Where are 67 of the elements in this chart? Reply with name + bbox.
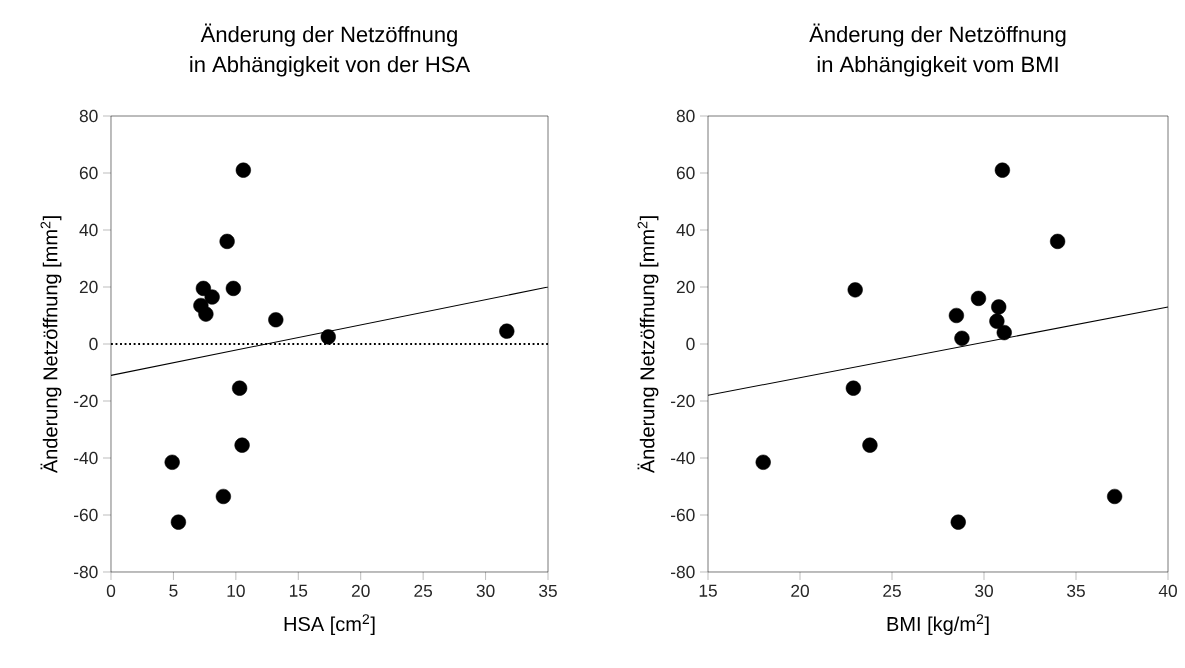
point [948,307,965,324]
y-tick-label: -20 [671,394,695,408]
y-tick-label: -40 [74,451,98,465]
point [1107,488,1123,505]
point [991,299,1007,315]
point [170,514,187,530]
point [996,325,1012,341]
y-tick-label: -40 [671,451,695,465]
point [164,454,180,470]
x-tick-label: 15 [699,584,717,597]
point [268,312,284,328]
y-tick-label: 40 [79,223,98,237]
y-tick-label: -80 [74,565,98,579]
chart-title: Änderung der Netzöffnung [809,23,1066,47]
point [845,380,861,396]
point [235,162,251,178]
point [232,380,248,396]
y-tick-label: -80 [671,565,695,579]
point [970,290,987,306]
x-tick-label: 35 [1067,584,1085,597]
point [499,323,515,339]
x-tick-label: 35 [539,584,557,597]
point [950,514,966,530]
y-tick-label: 0 [89,337,98,351]
y-tick-label: 80 [676,109,695,123]
x-tick-label: 15 [289,584,308,597]
x-tick-label: 5 [169,584,178,597]
y-tick-label: 20 [79,280,98,294]
point [225,280,241,297]
y-tick-label: 60 [676,166,695,180]
point [320,329,336,345]
x-tick-label: 20 [791,584,809,597]
point [989,313,1005,329]
y-tick-label: -60 [671,508,695,522]
x-tick-label: 25 [883,584,901,597]
point [198,306,214,322]
y-tick-label: 40 [676,223,695,237]
point [755,454,771,470]
point [954,330,970,346]
chart-subtitle: in Abhängigkeit vom BMI [817,56,1058,77]
x-tick-label: 25 [414,584,433,597]
x-tick-label: 30 [476,584,495,597]
y-axis-title: Änderung Netzöffnung [mm$^{2}$] [40,216,62,474]
x-tick-label: 10 [227,584,245,597]
y-tick-label: 20 [676,280,695,294]
x-tick-label: 30 [975,584,993,597]
point [1050,233,1066,250]
x-axis-title: HSA [cm$^{2}$] [284,614,375,636]
chart-subtitle: in Abhängigkeit von der HSA [190,56,471,77]
point [204,289,220,305]
point [215,488,231,505]
x-tick-label: 0 [106,584,116,597]
point [862,437,878,453]
chart-title: Änderung der Netzöffnung [200,23,457,47]
x-tick-label: 40 [1158,584,1177,597]
y-tick-label: -60 [74,508,98,522]
point [994,162,1011,178]
y-tick-label: 0 [686,337,695,351]
y-tick-label: 80 [79,109,98,123]
x-axis-title: BMI [kg/m$^{2}$] [887,614,989,636]
point [234,437,250,453]
y-axis-title: Änderung Netzöffnung [mm$^{2}$] [637,216,659,474]
y-tick-label: 60 [79,166,98,180]
point [219,233,235,250]
x-tick-label: 20 [351,584,370,597]
y-tick-label: -20 [74,394,98,408]
point [847,282,863,298]
